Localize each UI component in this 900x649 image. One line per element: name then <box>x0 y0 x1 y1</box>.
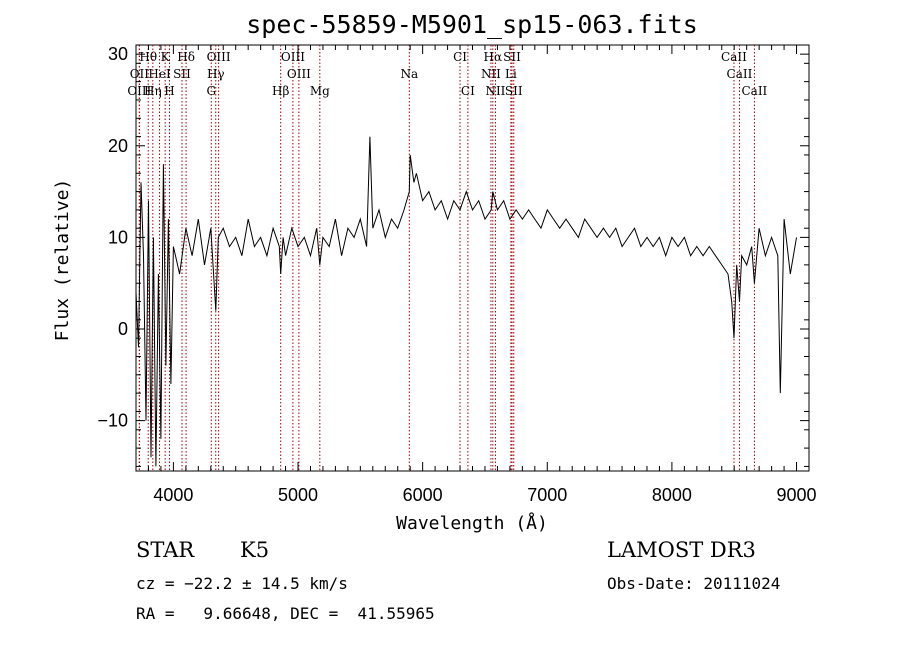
spectral-line-label: Hη <box>144 84 162 98</box>
axis-ticks <box>135 44 810 471</box>
y-tick-labels: −10 0 10 20 30 <box>97 44 128 430</box>
y-tick-label: 30 <box>108 44 128 64</box>
spectral-line-label: CaII <box>741 84 767 98</box>
spectral-line-label: OII <box>130 67 150 81</box>
x-tick-label: 7000 <box>527 485 567 505</box>
spectral-line-label: OIII <box>281 50 305 64</box>
spectral-line-label: CI <box>453 50 467 64</box>
redshift-value: cz = −22.2 ± 14.5 km/s <box>136 574 348 593</box>
y-tick-label: 20 <box>108 136 128 156</box>
y-tick-label: 0 <box>118 319 128 339</box>
spectral-line-label: SII <box>503 50 521 64</box>
object-class: STAR <box>136 538 195 562</box>
x-tick-label: 6000 <box>403 485 443 505</box>
spectral-line-label: OIII <box>287 67 311 81</box>
spectral-line-label: Na <box>400 67 418 81</box>
spectral-line-label: CI <box>461 84 475 98</box>
spectral-line-label: OIII <box>207 50 231 64</box>
y-axis-label: Flux (relative) <box>52 179 73 342</box>
survey-name: LAMOST DR3 <box>607 538 756 562</box>
x-tick-label: 8000 <box>652 485 692 505</box>
observation-date: Obs-Date: 20111024 <box>607 574 781 593</box>
spectral-line-label: Li <box>505 67 517 81</box>
spectral-line-label: Hδ <box>177 50 195 64</box>
spectral-line-label: Hθ <box>139 50 157 64</box>
spectral-line-label: G <box>206 84 216 98</box>
x-tick-labels: 4000 5000 6000 7000 8000 9000 <box>153 485 816 505</box>
x-tick-label: 4000 <box>153 485 193 505</box>
spectral-line-markers <box>138 45 755 471</box>
x-tick-label: 9000 <box>777 485 817 505</box>
spectral-line-label: Mg <box>310 84 330 98</box>
coordinates: RA = 9.66648, DEC = 41.55965 <box>136 604 435 623</box>
spectral-line-label: Hβ <box>272 84 289 98</box>
spectral-line-label: CaII <box>721 50 747 64</box>
chart-title: spec-55859-M5901_sp15-063.fits <box>246 10 698 39</box>
y-tick-label: 10 <box>108 227 128 247</box>
spectral-line-label: NII <box>485 84 505 98</box>
spectral-line-label: OIII <box>127 84 151 98</box>
x-axis-label: Wavelength (Å) <box>396 512 548 534</box>
y-tick-label: −10 <box>97 411 128 431</box>
spectral-line-label: Hα <box>484 50 503 64</box>
spectral-line-label: K <box>161 50 171 64</box>
spectral-line-label: HeI <box>148 67 171 81</box>
spectral-line-label: Hγ <box>207 67 225 81</box>
subclass: K5 <box>240 538 270 562</box>
spectral-line-label: CaII <box>727 67 753 81</box>
spectrum-series-line <box>135 136 797 467</box>
spectral-line-label: NII <box>481 67 501 81</box>
spectral-line-label: SII <box>505 84 523 98</box>
spectral-line-label: H <box>164 84 174 98</box>
spectral-line-label: SII <box>173 67 191 81</box>
plot-frame <box>135 44 810 472</box>
x-tick-label: 5000 <box>278 485 318 505</box>
